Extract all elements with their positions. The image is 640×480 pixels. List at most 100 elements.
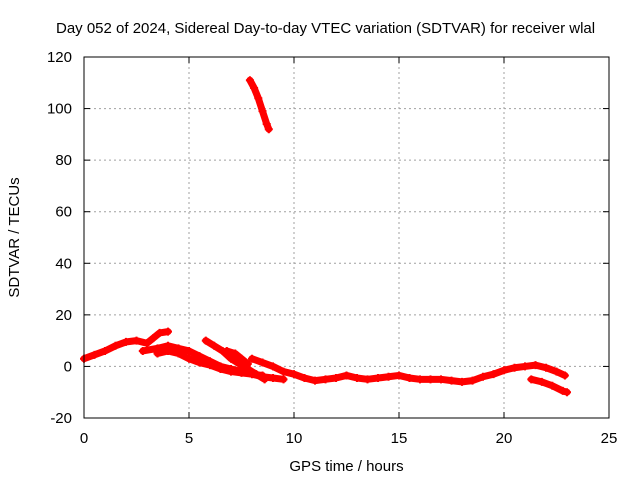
data-point [279, 367, 288, 376]
data-point [489, 370, 498, 379]
data-point [258, 107, 267, 116]
data-point [537, 377, 546, 386]
data-point [290, 370, 298, 379]
series-line [80, 328, 172, 363]
y-axis-label: SDTVAR / TECUs [6, 177, 23, 297]
chart-title: Day 052 of 2024, Sidereal Day-to-day VTE… [56, 20, 595, 37]
data-point [353, 374, 361, 383]
data-point [437, 375, 445, 384]
y-tick-label: 100 [47, 101, 72, 118]
data-point [363, 375, 372, 384]
series-layer [80, 76, 571, 397]
data-point [206, 361, 214, 370]
data-point [201, 336, 210, 345]
data-point [311, 376, 319, 385]
data-point [185, 346, 193, 355]
data-point [384, 372, 393, 381]
data-point [111, 341, 120, 350]
data-point [164, 327, 172, 336]
data-point [210, 341, 219, 350]
data-point [222, 346, 231, 355]
data-point [468, 376, 477, 385]
data-point [342, 371, 351, 380]
data-point [138, 346, 147, 355]
data-point [227, 354, 235, 363]
data-point [552, 367, 561, 376]
plot-frame [83, 56, 610, 419]
data-point [153, 349, 162, 358]
data-point [237, 368, 246, 377]
data-point [243, 359, 252, 368]
data-point [174, 349, 183, 358]
data-point [563, 388, 571, 397]
y-tick-label: -20 [50, 410, 72, 427]
data-point [231, 349, 240, 358]
data-point [279, 375, 288, 384]
data-point [227, 367, 235, 376]
data-point [164, 346, 172, 355]
data-point [269, 374, 277, 383]
data-point [216, 365, 225, 374]
series-track-g [245, 76, 273, 134]
data-point [258, 358, 267, 367]
series-track-d [201, 336, 269, 384]
data-point [527, 375, 536, 384]
x-axis-label: GPS time / hours [289, 458, 403, 475]
y-tick-label: 60 [55, 204, 72, 221]
data-point [521, 362, 529, 371]
series-track-h [527, 375, 571, 397]
data-point [542, 363, 550, 372]
data-point [531, 361, 540, 370]
data-point [332, 374, 340, 383]
data-point [560, 371, 569, 380]
data-point [395, 371, 403, 380]
data-point [374, 374, 382, 383]
data-point [101, 346, 109, 355]
y-tick-label: 20 [55, 307, 72, 324]
data-point [510, 363, 519, 372]
y-tick-label: 80 [55, 152, 72, 169]
data-point [248, 354, 256, 363]
data-point [262, 120, 271, 129]
data-point [132, 336, 141, 345]
ticks: 0 5 10 15 20 25 -20 0 20 40 60 80 100 120 [47, 49, 617, 447]
data-point [426, 375, 435, 384]
x-tick-label: 5 [185, 430, 193, 447]
series-track-f [248, 354, 569, 386]
y-tick-label: 120 [47, 49, 72, 66]
data-point [269, 362, 277, 371]
data-point [185, 354, 193, 363]
data-point [260, 375, 269, 384]
data-point [300, 374, 309, 383]
data-point [264, 125, 273, 134]
x-tick-label: 25 [601, 430, 618, 447]
series-line [223, 347, 252, 368]
data-point [149, 334, 158, 343]
data-point [245, 76, 254, 85]
x-tick-label: 0 [80, 430, 88, 447]
data-point [250, 83, 259, 92]
x-tick-label: 20 [496, 430, 513, 447]
data-point [321, 375, 330, 384]
y-tick-label: 40 [55, 255, 72, 272]
data-point [558, 386, 567, 395]
data-point [155, 328, 164, 337]
data-point [479, 372, 487, 381]
data-point [252, 370, 261, 379]
series-track-e [222, 346, 252, 368]
series-track-a [80, 327, 172, 363]
data-point [237, 354, 246, 363]
data-point [416, 375, 424, 384]
data-point [458, 377, 466, 386]
data-point [405, 374, 414, 383]
data-point [548, 381, 557, 390]
data-point [254, 94, 263, 103]
data-point [143, 339, 151, 348]
data-point [500, 366, 508, 375]
x-tick-label: 10 [286, 430, 303, 447]
x-tick-label: 15 [391, 430, 408, 447]
data-point [122, 337, 130, 346]
data-point [90, 350, 99, 359]
data-point [195, 358, 204, 367]
